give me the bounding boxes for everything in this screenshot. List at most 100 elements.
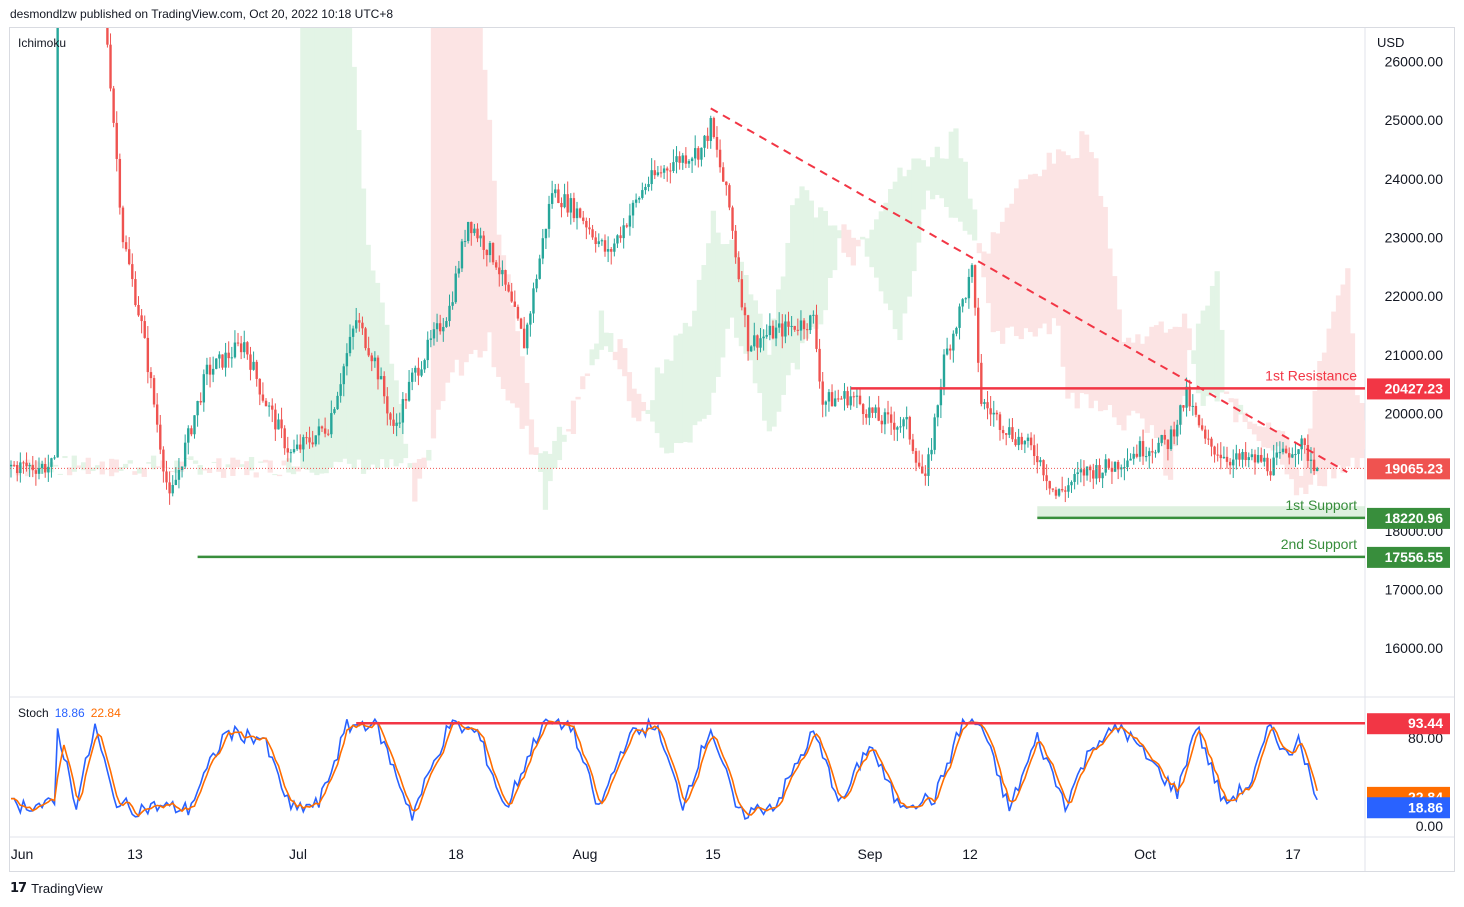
cloud-segment [169,470,175,472]
cloud-segment [482,69,488,352]
cloud-segment [304,28,311,470]
indicator-label[interactable]: Ichimoku [18,36,67,50]
cloud-segment [463,28,469,363]
candle-body [656,172,660,176]
candle-body [905,416,908,420]
cloud-segment [654,367,661,434]
cloud-segment [1102,206,1108,411]
cloud-segment [528,419,535,455]
candle-body [367,348,370,356]
candle-body [728,185,731,208]
candle-body [902,419,905,427]
candle-body [392,419,395,426]
cloud-segment [239,464,245,467]
candle-body [289,452,293,454]
candle-body [196,401,199,416]
cloud-segment [836,230,842,239]
cloud-segment [1032,173,1038,337]
cloud-segment [1088,152,1094,409]
cloud-segment [990,232,996,333]
candle-body [302,437,305,450]
candle-body [283,428,286,449]
candle-body [547,203,551,229]
candle-body [404,399,408,401]
cloud-segment [827,225,833,278]
cloud-segment [314,28,320,476]
candle-body [896,427,899,430]
cloud-segment [318,28,325,474]
cloud-segment [90,467,96,472]
cloud-segment [934,146,940,195]
candle-body [236,342,240,344]
stoch-label: Stoch [18,706,49,720]
cloud-segment [533,447,539,455]
cloud-segment [1275,429,1281,447]
candle-body [336,395,339,410]
candle-body [538,258,541,279]
candle-body [522,328,526,349]
candle-body [106,28,109,45]
candle-body [600,240,604,242]
cloud-segment [486,119,493,333]
candle-body [457,268,461,274]
cloud-segment [202,468,208,471]
candle-body [659,172,663,174]
candle-body [787,321,790,327]
footer-brand[interactable]: 17 TradingView [10,881,103,896]
candle-body [613,243,616,252]
candle-body [149,372,153,379]
candle-body [849,396,852,406]
candle-body [1250,454,1254,458]
cloud-segment [589,349,595,366]
support-resistance-levels[interactable]: 1st Resistance 1st Support 2nd Support [10,107,1365,559]
time-tick-label: 18 [448,846,464,862]
cloud-segment [1354,395,1360,469]
candle-body [597,241,600,245]
candle-body [734,230,737,258]
candle-body [827,392,831,402]
cloud-segment [1004,207,1010,328]
candle-body [628,215,632,227]
candle-body [491,243,495,263]
candle-body [112,88,115,123]
candle-body [1085,466,1089,476]
candle-body [40,464,44,469]
cloud-segment [519,356,525,429]
candle-body [712,118,716,137]
candle-body [292,449,296,453]
candle-body [10,464,13,467]
resistance-label: 1st Resistance [1265,367,1357,383]
stoch-legend[interactable]: Stoch 18.86 22.84 [18,706,121,720]
cloud-segment [1191,350,1197,364]
cloud-segment [1060,151,1066,367]
candle-body [1207,438,1210,440]
cloud-segment [491,180,497,368]
candle-body [986,402,989,409]
candle-body [1188,386,1191,407]
cloud-segment [342,28,348,459]
candle-body [295,444,299,450]
candle-body [1284,448,1288,454]
candle-body [494,262,498,268]
candle-body [1278,452,1282,454]
candle-body [843,391,846,399]
cloud-segment [869,229,875,268]
candle-body [634,199,638,203]
cloud-segment [1144,336,1150,433]
candle-body [1253,454,1257,463]
cloud-segment [300,28,306,469]
time-tick-label: Jul [289,846,307,862]
candle-body [1244,452,1247,461]
time-tick-label: Aug [573,846,598,862]
cloud-segment [1256,426,1262,442]
price-tick-label: 17000.00 [1385,582,1444,598]
candle-body [861,404,865,415]
candle-body [871,407,874,413]
candlestick-series [10,28,1319,505]
cloud-segment [724,243,731,329]
candle-body [1020,436,1023,445]
candle-body [466,221,470,242]
candle-body [961,299,964,307]
cloud-segment [1340,284,1346,473]
